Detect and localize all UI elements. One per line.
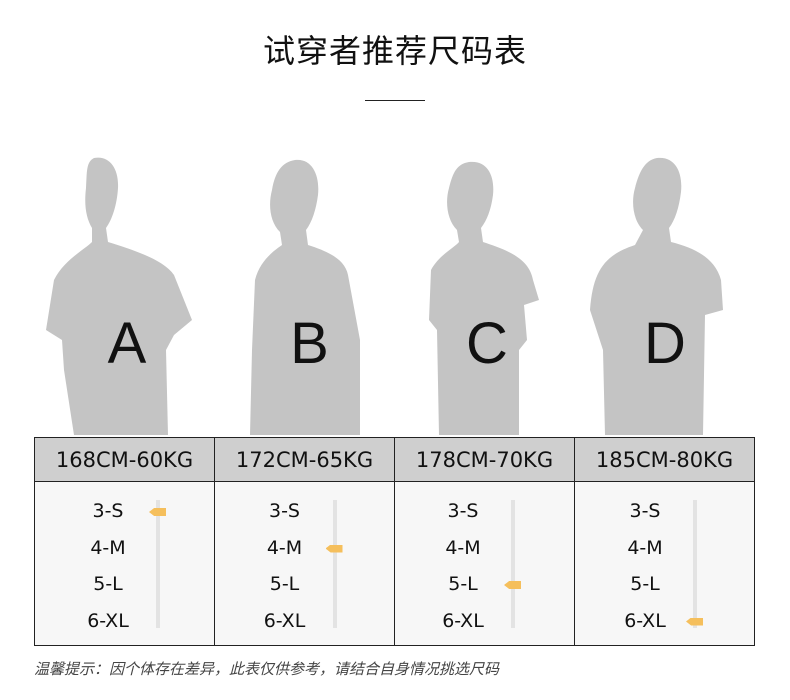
size-track <box>693 500 697 628</box>
size-label: 4-M <box>266 536 303 559</box>
size-label: 4-M <box>90 536 126 559</box>
model-spec-header: 185CM-80KG <box>574 437 755 482</box>
tip-note: 温馨提示：因个体存在差异，此表仅供参考，请结合自身情况挑选尺码 <box>34 660 500 678</box>
page-title: 试穿者推荐尺码表 <box>262 32 527 70</box>
size-label: 5-L <box>93 573 123 595</box>
recommended-size-marker <box>686 617 703 626</box>
size-label: 6-XL <box>624 609 666 632</box>
model-letter: B <box>290 311 329 376</box>
size-label: 5-L <box>269 573 300 595</box>
model-letter: D <box>644 311 686 376</box>
model-silhouettes: A B C D <box>34 150 755 440</box>
size-label: 4-M <box>445 536 481 559</box>
model-spec-header: 168CM-60KG <box>34 437 215 482</box>
size-label: 3-S <box>92 500 124 522</box>
model-letter: A <box>107 311 147 376</box>
person-silhouette-icon <box>250 159 360 435</box>
size-label: 6-XL <box>87 609 129 632</box>
person-silhouette-icon <box>429 161 539 435</box>
size-recommendation-cell: 3-S 4-M 5-L 6-XL <box>214 481 395 646</box>
size-label: 6-XL <box>263 609 306 632</box>
recommended-size-marker <box>149 508 166 516</box>
size-label: 5-L <box>630 573 660 595</box>
size-track <box>156 500 160 628</box>
title-divider <box>365 100 425 101</box>
person-silhouette-icon <box>46 157 192 435</box>
model-spec-header: 172CM-65KG <box>214 437 395 482</box>
model-figure-b: B <box>220 150 399 440</box>
size-track <box>511 500 515 628</box>
model-spec-header: 178CM-70KG <box>394 437 575 482</box>
size-label: 5-L <box>448 573 478 595</box>
size-label: 3-S <box>447 500 479 522</box>
size-label: 3-S <box>268 500 300 522</box>
size-table: 168CM-60KG 172CM-65KG 178CM-70KG 185CM-80KG… <box>34 437 755 646</box>
size-recommendation-cell: 3-S 4-M 5-L 6-XL <box>574 481 755 646</box>
model-figure-a: A <box>34 150 220 440</box>
model-figure-d: D <box>575 150 755 440</box>
recommended-size-marker <box>504 581 521 589</box>
recommended-size-marker <box>325 544 343 553</box>
size-recommendation-cell: 3-S 4-M 5-L 6-XL <box>394 481 575 646</box>
size-recommendation-cell: 3-S 4-M 5-L 6-XL <box>34 481 215 646</box>
person-silhouette-icon <box>590 157 723 435</box>
model-figure-c: C <box>399 150 575 440</box>
model-letter: C <box>466 311 508 376</box>
size-label: 6-XL <box>442 609 484 632</box>
size-track <box>332 500 337 628</box>
size-label: 4-M <box>627 536 663 559</box>
size-label: 3-S <box>629 500 661 522</box>
